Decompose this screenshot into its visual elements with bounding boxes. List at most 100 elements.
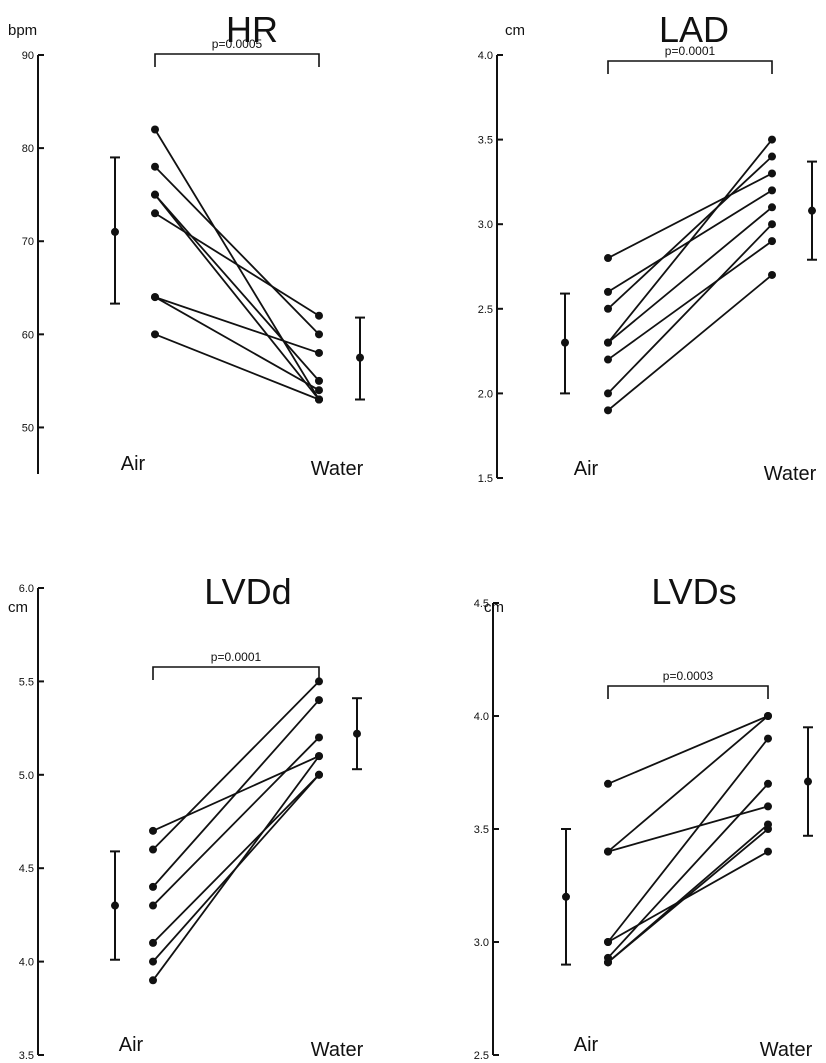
y-axis-unit: cm	[484, 599, 504, 616]
y-tick-label: 4.5	[19, 863, 34, 875]
y-axis-unit: bpm	[8, 22, 37, 39]
subject-line	[607, 223, 773, 395]
air-mean-point	[561, 338, 569, 347]
water-point	[315, 348, 323, 357]
panel-title: LVDs	[651, 571, 736, 612]
y-tick-label: 90	[22, 50, 34, 62]
water-point	[315, 330, 323, 339]
air-point	[604, 287, 612, 296]
air-point	[604, 254, 612, 263]
y-axis-unit: cm	[505, 22, 525, 39]
y-tick-label: 4.0	[474, 711, 489, 723]
y-tick-label: 60	[22, 329, 34, 341]
air-point	[149, 845, 157, 854]
subject-line	[152, 699, 320, 888]
p-value-label: p=0.0005	[212, 37, 263, 51]
category-label-water: Water	[311, 1039, 364, 1061]
subject-line	[154, 333, 320, 401]
subject-line	[152, 736, 320, 907]
water-point	[768, 135, 776, 144]
subject-line	[154, 166, 320, 335]
category-label-water: Water	[760, 1039, 813, 1061]
water-point	[764, 712, 772, 720]
y-tick-label: 5.5	[19, 676, 34, 688]
subject-line	[607, 139, 773, 344]
water-point	[764, 847, 772, 856]
water-mean-point	[356, 353, 364, 362]
y-tick-label: 80	[22, 143, 34, 155]
p-value-label: p=0.0001	[211, 650, 262, 664]
y-tick-label: 5.0	[19, 770, 34, 782]
water-point	[768, 169, 776, 178]
water-point	[768, 270, 776, 279]
water-point	[315, 395, 323, 404]
y-tick-label: 2.5	[474, 1050, 489, 1062]
air-point	[604, 938, 612, 946]
air-point	[604, 304, 612, 313]
panel-title: HR	[226, 9, 278, 50]
subject-line	[607, 738, 769, 943]
water-point	[315, 696, 323, 705]
panel-hr: 90 80 70 60 50 bpm HRp=0.0005 Air Water	[8, 9, 365, 480]
y-tick-label: 2.5	[478, 304, 493, 316]
subject-line	[607, 783, 769, 959]
air-point	[151, 162, 159, 171]
subject-line	[154, 212, 320, 317]
water-point	[768, 186, 776, 195]
water-mean-point	[804, 777, 812, 786]
y-tick-label: 4.5	[474, 598, 489, 610]
y-tick-label: 1.5	[478, 473, 493, 485]
category-label-air: Air	[574, 1034, 599, 1056]
air-point	[151, 293, 159, 302]
category-label-air: Air	[121, 453, 146, 475]
air-point	[151, 209, 159, 218]
air-point	[149, 882, 157, 891]
air-point	[604, 355, 612, 364]
y-tick-label: 70	[22, 236, 34, 248]
water-point	[315, 752, 323, 761]
air-point	[604, 958, 612, 967]
significance-bracket	[607, 60, 773, 74]
water-point	[768, 237, 776, 246]
subject-line	[607, 155, 773, 310]
air-point	[604, 847, 612, 856]
subject-line	[607, 828, 769, 964]
air-point	[149, 938, 157, 947]
y-tick-label: 4.0	[19, 957, 34, 969]
water-point	[315, 770, 323, 779]
air-mean-point	[111, 227, 119, 236]
panel-lvds: 4.5 4.0 3.5 3.0 2.5 cm LVDs p=0.0003 Air Water	[474, 571, 813, 1062]
category-label-water: Water	[764, 463, 817, 485]
air-point	[149, 957, 157, 966]
subject-line	[607, 715, 769, 853]
subject-line	[607, 715, 769, 785]
water-mean-point	[808, 206, 816, 215]
air-point	[151, 125, 159, 134]
subject-line	[154, 194, 320, 401]
water-point	[315, 386, 323, 395]
air-point	[149, 901, 157, 910]
significance-bracket	[152, 666, 320, 680]
water-point	[764, 779, 772, 788]
air-point	[149, 826, 157, 835]
water-mean-point	[353, 729, 361, 738]
subject-line	[152, 680, 320, 851]
category-label-air: Air	[574, 458, 599, 480]
water-point	[315, 376, 323, 385]
air-point	[604, 779, 612, 788]
subject-line	[607, 274, 773, 412]
air-point	[149, 976, 157, 985]
y-tick-label: 3.5	[478, 135, 493, 147]
air-point	[604, 389, 612, 398]
water-point	[315, 733, 323, 742]
y-axis-unit: cm	[8, 599, 28, 616]
subject-line	[154, 296, 320, 354]
air-point	[604, 406, 612, 415]
water-point	[768, 152, 776, 161]
panel-title: LVDd	[204, 571, 291, 612]
subject-line	[607, 172, 773, 259]
category-label-water: Water	[311, 458, 364, 480]
y-tick-label: 3.0	[478, 219, 493, 231]
